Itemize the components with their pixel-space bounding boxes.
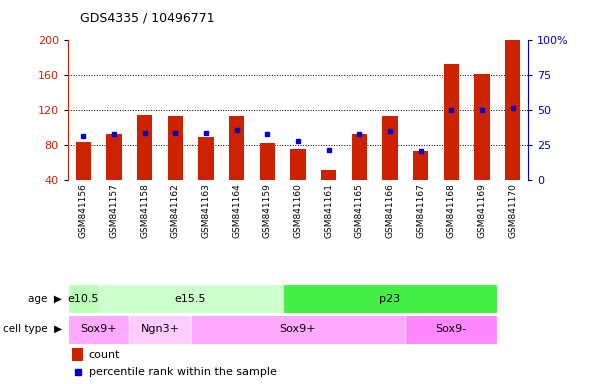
Bar	[382, 116, 398, 180]
Bar	[413, 151, 428, 180]
Bar	[68, 284, 99, 313]
Bar	[73, 348, 83, 361]
Text: count: count	[88, 350, 120, 360]
Bar	[106, 134, 122, 180]
Bar	[68, 315, 129, 344]
Bar	[191, 315, 405, 344]
Text: Sox9+: Sox9+	[80, 324, 117, 334]
Bar	[405, 315, 497, 344]
Text: Sox9+: Sox9+	[280, 324, 316, 334]
Bar	[283, 284, 497, 313]
Text: Ngn3+: Ngn3+	[140, 324, 179, 334]
Text: cell type  ▶: cell type ▶	[3, 324, 62, 334]
Bar	[137, 115, 152, 180]
Bar	[198, 137, 214, 180]
Text: GDS4335 / 10496771: GDS4335 / 10496771	[80, 12, 214, 25]
Bar	[168, 116, 183, 180]
Bar	[229, 116, 244, 180]
Bar	[474, 74, 490, 180]
Bar	[444, 64, 459, 180]
Bar	[76, 142, 91, 180]
Bar	[352, 134, 367, 180]
Bar	[260, 143, 275, 180]
Bar	[290, 149, 306, 180]
Text: e10.5: e10.5	[67, 293, 99, 304]
Text: age  ▶: age ▶	[28, 293, 62, 304]
Text: e15.5: e15.5	[175, 293, 206, 304]
Bar	[129, 315, 191, 344]
Bar	[99, 284, 283, 313]
Text: p23: p23	[379, 293, 401, 304]
Text: Sox9-: Sox9-	[436, 324, 467, 334]
Bar	[321, 170, 336, 180]
Bar	[505, 40, 520, 180]
Text: percentile rank within the sample: percentile rank within the sample	[88, 366, 277, 377]
